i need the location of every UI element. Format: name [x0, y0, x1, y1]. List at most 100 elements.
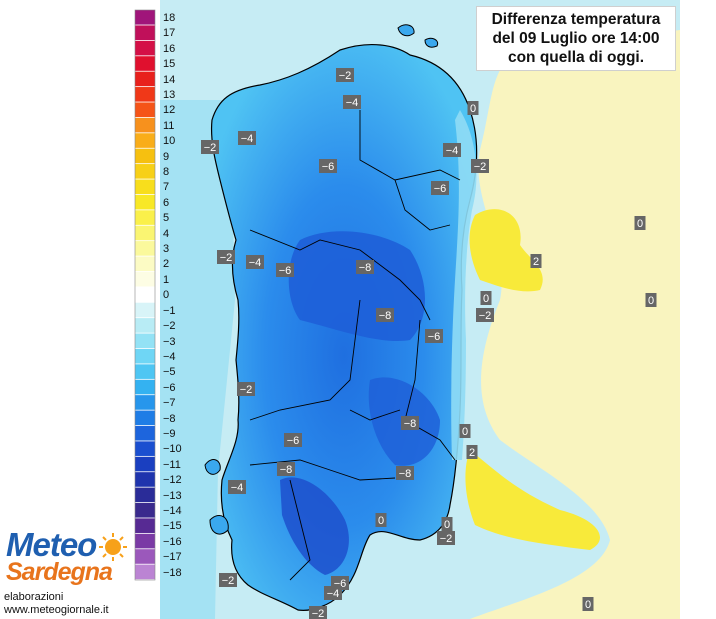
meteo-sardegna-logo: Meteo Sardegna [4, 528, 134, 588]
legend-cell [135, 148, 155, 164]
legend-cell [135, 364, 155, 379]
contour-label-bg [356, 260, 374, 274]
title-line-3: con quella di oggi. [507, 49, 645, 66]
contour-label-bg [401, 416, 419, 430]
contour-label: −8 [379, 310, 392, 322]
contour-label-bg [582, 597, 594, 611]
legend-cell [135, 133, 155, 148]
legend-label: −18 [163, 566, 182, 579]
contour-label: −4 [241, 133, 254, 145]
contour-label-bg [530, 254, 542, 268]
contour-label: −2 [440, 533, 453, 545]
contour-label: 0 [462, 426, 468, 438]
legend-label: 4 [163, 227, 170, 240]
contour-label: 2 [469, 447, 475, 459]
contour-label: −6 [434, 183, 447, 195]
legend-label: −4 [163, 350, 176, 363]
sun-icon [99, 533, 127, 561]
contour-label-bg [219, 573, 237, 587]
legend-cell [135, 10, 155, 25]
contour-label: −2 [474, 161, 487, 173]
contour-label: −2 [222, 575, 235, 587]
contour-label: −2 [204, 142, 217, 154]
contour-label: −4 [249, 257, 262, 269]
contour-label-bg [467, 101, 479, 115]
legend-cell [135, 348, 155, 364]
legend-cell [135, 241, 155, 256]
contour-label-bg [228, 480, 246, 494]
warm-sea-core-south [465, 450, 600, 550]
contour-label: −2 [220, 252, 233, 264]
logo-text-meteo: Meteo [6, 526, 97, 563]
contour-label-bg [466, 445, 478, 459]
contour-label: 0 [444, 519, 450, 531]
contour-label-bg [238, 131, 256, 145]
title-line-1: Differenza temperatura [491, 11, 661, 28]
south-islet [204, 459, 221, 475]
legend-scale [135, 10, 155, 580]
legend-cell [135, 333, 155, 349]
contour-label: 2 [533, 256, 539, 268]
warm-sea-region [470, 30, 680, 619]
warm-sea-core [469, 209, 543, 292]
contour-label: −4 [346, 97, 359, 109]
legend-cell [135, 25, 155, 41]
contour-labels: −2−4 0−4−2 −4−6 −2−60−2 −4 2−6 −80 0−2−8−6−2−80… [201, 68, 657, 619]
legend-label: 14 [163, 73, 176, 86]
legend-cell [135, 87, 155, 102]
contour-label-bg [480, 291, 492, 305]
legend-cell [135, 549, 155, 564]
credit-url: www.meteogiornale.it [4, 604, 109, 616]
legend-cell [135, 425, 155, 441]
legend-label: −17 [163, 551, 182, 564]
contour-label-bg [376, 308, 394, 322]
contour-label-bg [396, 466, 414, 480]
contour-label: −8 [359, 262, 372, 274]
legend-cell [135, 287, 155, 302]
contour-label: −2 [339, 70, 352, 82]
legend-cell [135, 518, 155, 533]
map-title: Differenza temperatura del 09 Luglio ore… [476, 6, 676, 71]
contour-label-bg [425, 329, 443, 343]
north-islet [397, 24, 415, 37]
legend-cell [135, 456, 155, 472]
cool-sea-band [160, 100, 235, 619]
legend-cell [135, 318, 155, 333]
legend-cell [135, 71, 155, 87]
legend-cell [135, 102, 155, 118]
contour-label-bg [336, 68, 354, 82]
legend-cell [135, 40, 155, 56]
contour-label-bg [443, 143, 461, 157]
contour-label: 0 [648, 295, 654, 307]
contour-label-bg [471, 159, 489, 173]
legend-cell [135, 472, 155, 487]
contour-label-bg [634, 216, 646, 230]
legend-label: 10 [163, 135, 176, 148]
contour-label-bg [431, 181, 449, 195]
legend-frame [134, 9, 156, 581]
contour-label: 0 [637, 218, 643, 230]
legend-cell [135, 194, 155, 210]
contour-label: 0 [470, 103, 476, 115]
legend-label: −8 [163, 412, 176, 425]
contour-label: −6 [279, 265, 292, 277]
credit-line-1: elaborazioni [4, 591, 64, 603]
contour-label: 0 [585, 599, 591, 611]
legend-cell [135, 256, 155, 272]
contour-label-bg [441, 517, 453, 531]
legend-label: 13 [163, 89, 176, 102]
legend-label: −3 [163, 335, 176, 348]
contour-label-bg [375, 513, 387, 527]
contour-label-bg [459, 424, 471, 438]
legend-label: −5 [163, 366, 176, 379]
legend-label: −16 [163, 535, 182, 548]
contour-label: 0 [483, 293, 489, 305]
title-line-2: del 09 Luglio ore 14:00 [492, 30, 660, 47]
legend-cell [135, 302, 155, 318]
legend-label: −7 [163, 397, 176, 410]
contour-label-bg [476, 308, 494, 322]
contour-label-bg [277, 462, 295, 476]
contour-label: −2 [240, 384, 253, 396]
legend-cell [135, 56, 155, 71]
